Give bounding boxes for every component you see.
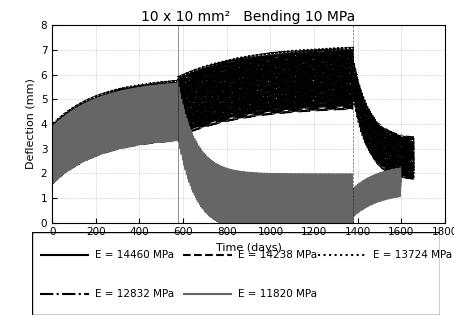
Text: E = 12832 MPa: E = 12832 MPa [95, 289, 174, 299]
Text: E = 11820 MPa: E = 11820 MPa [238, 289, 317, 299]
X-axis label: Time (days): Time (days) [216, 243, 281, 253]
Text: E = 13724 MPa: E = 13724 MPa [373, 250, 452, 260]
Text: E = 14460 MPa: E = 14460 MPa [95, 250, 174, 260]
Title: 10 x 10 mm²   Bending 10 MPa: 10 x 10 mm² Bending 10 MPa [142, 10, 355, 24]
Y-axis label: Deflection (mm): Deflection (mm) [25, 79, 35, 169]
Text: E = 14238 MPa: E = 14238 MPa [238, 250, 317, 260]
